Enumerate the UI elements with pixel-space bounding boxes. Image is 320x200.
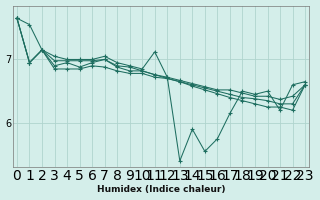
- X-axis label: Humidex (Indice chaleur): Humidex (Indice chaleur): [97, 185, 225, 194]
